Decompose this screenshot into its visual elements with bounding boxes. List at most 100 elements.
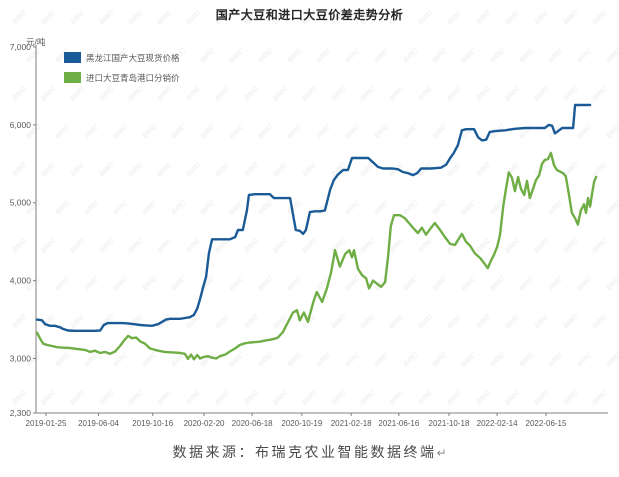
svg-text:BRIC: BRIC [301, 237, 319, 255]
svg-text:BRIC: BRIC [170, 199, 188, 217]
svg-text:BRIC: BRIC [446, 85, 464, 103]
svg-text:BRIC: BRIC [69, 161, 87, 179]
svg-text:BRIC: BRIC [547, 47, 565, 65]
svg-text:2019-10-16: 2019-10-16 [132, 419, 173, 428]
svg-text:BRIC: BRIC [214, 161, 232, 179]
svg-text:BRIC: BRIC [127, 237, 145, 255]
svg-text:BRIC: BRIC [228, 47, 246, 65]
legend-swatch-domestic [64, 52, 81, 63]
y-axis-unit-label: 元/吨 [26, 37, 46, 47]
svg-text:BRIC: BRIC [518, 275, 536, 293]
svg-text:BRIC: BRIC [243, 161, 261, 179]
svg-text:BRIC: BRIC [156, 161, 174, 179]
svg-text:BRIC: BRIC [489, 275, 507, 293]
svg-text:2021-06-16: 2021-06-16 [378, 419, 419, 428]
svg-text:BRIC: BRIC [257, 123, 275, 141]
svg-text:BRIC: BRIC [344, 47, 362, 65]
svg-text:BRIC: BRIC [127, 161, 145, 179]
svg-text:BRIC: BRIC [605, 123, 619, 141]
svg-text:BRIC: BRIC [69, 313, 87, 331]
svg-text:BRIC: BRIC [199, 351, 217, 369]
svg-text:BRIC: BRIC [518, 123, 536, 141]
svg-text:2021-10-18: 2021-10-18 [429, 419, 470, 428]
chart-title: 国产大豆和进口大豆价差走势分析 [215, 8, 404, 22]
svg-text:BRIC: BRIC [402, 123, 420, 141]
svg-text:BRIC: BRIC [11, 389, 29, 407]
svg-text:BRIC: BRIC [533, 85, 551, 103]
svg-text:BRIC: BRIC [576, 123, 594, 141]
svg-text:BRIC: BRIC [388, 313, 406, 331]
svg-text:BRIC: BRIC [243, 389, 261, 407]
svg-text:BRIC: BRIC [11, 85, 29, 103]
svg-text:BRIC: BRIC [605, 351, 619, 369]
svg-text:2022-06-15: 2022-06-15 [526, 419, 567, 428]
svg-text:BRIC: BRIC [272, 161, 290, 179]
svg-text:2019-01-25: 2019-01-25 [26, 419, 67, 428]
svg-text:BRIC: BRIC [344, 351, 362, 369]
svg-text:BRIC: BRIC [605, 275, 619, 293]
svg-text:BRIC: BRIC [489, 351, 507, 369]
svg-text:BRIC: BRIC [431, 199, 449, 217]
svg-text:BRIC: BRIC [460, 351, 478, 369]
svg-text:BRIC: BRIC [315, 123, 333, 141]
svg-text:2019-06-04: 2019-06-04 [78, 419, 119, 428]
svg-text:BRIC: BRIC [156, 389, 174, 407]
svg-text:BRIC: BRIC [112, 199, 130, 217]
svg-text:BRIC: BRIC [330, 313, 348, 331]
legend-item-domestic: 黑龙江国产大豆现货价格 [64, 51, 180, 64]
svg-text:BRIC: BRIC [330, 85, 348, 103]
svg-text:BRIC: BRIC [257, 199, 275, 217]
svg-text:BRIC: BRIC [301, 161, 319, 179]
data-source-caption: 数据来源：布瑞克农业智能数据终端↵ [0, 442, 619, 462]
svg-text:3,000: 3,000 [10, 353, 32, 363]
data-source-text: 数据来源：布瑞克农业智能数据终端 [172, 446, 437, 461]
svg-text:BRIC: BRIC [54, 275, 72, 293]
svg-text:2020-06-18: 2020-06-18 [232, 419, 273, 428]
svg-text:BRIC: BRIC [127, 389, 145, 407]
legend-item-imported: 进口大豆青岛港口分销价 [64, 71, 180, 84]
svg-text:BRIC: BRIC [475, 161, 493, 179]
svg-text:BRIC: BRIC [344, 275, 362, 293]
svg-text:BRIC: BRIC [518, 199, 536, 217]
svg-text:BRIC: BRIC [141, 199, 159, 217]
svg-text:BRIC: BRIC [228, 123, 246, 141]
svg-text:BRIC: BRIC [417, 313, 435, 331]
svg-text:BRIC: BRIC [286, 275, 304, 293]
svg-text:BRIC: BRIC [83, 199, 101, 217]
svg-text:BRIC: BRIC [11, 313, 29, 331]
svg-text:BRIC: BRIC [402, 351, 420, 369]
svg-text:BRIC: BRIC [547, 351, 565, 369]
svg-text:BRIC: BRIC [228, 275, 246, 293]
svg-text:BRIC: BRIC [54, 123, 72, 141]
svg-text:BRIC: BRIC [373, 199, 391, 217]
svg-text:BRIC: BRIC [460, 275, 478, 293]
svg-text:BRIC: BRIC [272, 85, 290, 103]
svg-text:BRIC: BRIC [460, 47, 478, 65]
svg-text:6,000: 6,000 [10, 120, 32, 130]
svg-text:BRIC: BRIC [301, 85, 319, 103]
legend: 黑龙江国产大豆现货价格 进口大豆青岛港口分销价 [64, 51, 180, 91]
svg-text:BRIC: BRIC [54, 351, 72, 369]
svg-text:BRIC: BRIC [417, 85, 435, 103]
svg-text:BRIC: BRIC [591, 161, 609, 179]
svg-text:BRIC: BRIC [214, 85, 232, 103]
svg-text:BRIC: BRIC [54, 199, 72, 217]
svg-text:BRIC: BRIC [141, 351, 159, 369]
svg-text:2022-02-14: 2022-02-14 [477, 419, 518, 428]
svg-text:BRIC: BRIC [431, 47, 449, 65]
svg-text:BRIC: BRIC [301, 389, 319, 407]
svg-text:BRIC: BRIC [446, 161, 464, 179]
svg-text:BRIC: BRIC [69, 237, 87, 255]
svg-text:BRIC: BRIC [199, 123, 217, 141]
legend-swatch-imported [64, 72, 81, 83]
svg-text:BRIC: BRIC [344, 123, 362, 141]
svg-text:BRIC: BRIC [475, 237, 493, 255]
svg-text:BRIC: BRIC [359, 237, 377, 255]
svg-text:BRIC: BRIC [388, 389, 406, 407]
svg-text:BRIC: BRIC [257, 47, 275, 65]
svg-text:BRIC: BRIC [431, 123, 449, 141]
svg-text:BRIC: BRIC [504, 313, 522, 331]
svg-text:BRIC: BRIC [562, 85, 580, 103]
svg-text:BRIC: BRIC [504, 85, 522, 103]
